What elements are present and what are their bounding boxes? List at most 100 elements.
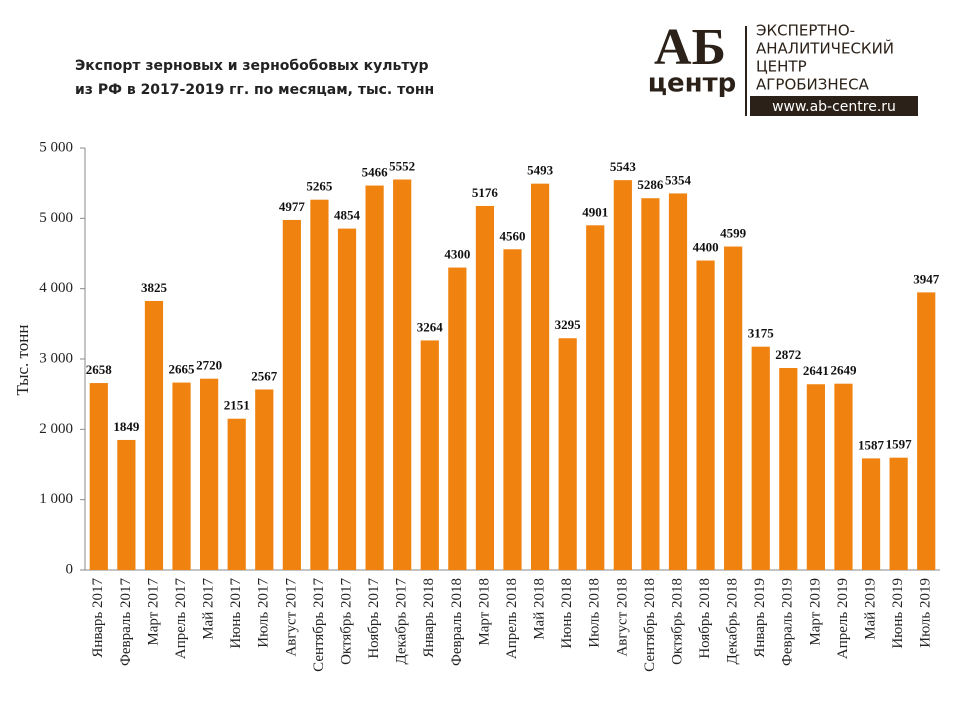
logo-url: www.ab-centre.ru [772, 99, 896, 115]
bar [310, 199, 329, 570]
bar [558, 338, 577, 570]
value-label: 4977 [279, 199, 306, 214]
value-label: 4854 [334, 208, 361, 223]
bar [641, 198, 660, 570]
x-tick-label: Ноябрь 2017 [366, 578, 382, 659]
x-tick-label: Апрель 2017 [173, 578, 189, 660]
y-tick-label: 4 000 [39, 280, 73, 296]
bar [337, 228, 357, 571]
value-label: 5286 [637, 177, 664, 192]
bar [282, 219, 301, 571]
x-tick-label: Апрель 2019 [835, 578, 851, 659]
bar [200, 378, 219, 570]
x-tick-label: Май 2019 [862, 578, 878, 640]
x-tick-label: Март 2018 [476, 578, 492, 646]
bar [89, 383, 108, 570]
x-tick-label: Апрель 2018 [504, 578, 520, 659]
value-label: 4599 [720, 226, 747, 241]
bar [779, 368, 798, 570]
value-label: 1597 [886, 437, 913, 452]
bar [751, 346, 770, 570]
logo-line: АГРОБИЗНЕСА [756, 76, 870, 94]
y-tick-label: 5 000 [39, 210, 73, 226]
chart-title: Экспорт зерновых и зернобобовых культур [75, 58, 429, 74]
chart-title: из РФ в 2017-2019 гг. по месяцам, тыс. т… [75, 82, 434, 98]
bar [503, 249, 522, 570]
y-tick-label: 2 000 [39, 421, 73, 437]
value-label: 2641 [803, 363, 829, 378]
value-label: 5176 [472, 185, 499, 200]
logo: АБ центр ЭКСПЕРТНО- АНАЛИТИЧЕСКИЙ ЦЕНТР … [648, 19, 918, 116]
bar [889, 457, 908, 570]
bar [365, 185, 384, 571]
x-tick-label: Сентябрь 2018 [642, 578, 658, 672]
x-tick-label: Август 2017 [283, 578, 299, 657]
bar [696, 260, 715, 570]
bar [420, 340, 439, 570]
bar [806, 384, 825, 570]
logo-line: ЦЕНТР [756, 58, 807, 76]
x-tick-label: Ноябрь 2018 [697, 578, 713, 659]
value-label: 2720 [196, 358, 222, 373]
logo-line: ЭКСПЕРТНО- [756, 22, 855, 40]
x-tick-label: Июнь 2018 [559, 578, 575, 649]
x-tick-label: Октябрь 2017 [338, 578, 354, 665]
logo-mark: АБ [654, 19, 726, 76]
logo-line: АНАЛИТИЧЕСКИЙ [756, 39, 894, 58]
value-label: 3825 [141, 280, 168, 295]
x-tick-label: Март 2017 [145, 578, 161, 646]
value-label: 2872 [775, 347, 801, 362]
value-label: 5265 [306, 179, 333, 194]
bar [861, 458, 881, 570]
bar [530, 183, 550, 570]
value-label: 5466 [362, 165, 389, 180]
x-tick-label: Октябрь 2018 [669, 578, 685, 665]
x-tick-label: Сентябрь 2017 [311, 578, 327, 672]
x-tick-label: Февраль 2017 [118, 578, 134, 666]
bar [917, 292, 936, 570]
value-label: 2567 [251, 368, 278, 383]
bar [227, 418, 246, 570]
value-label: 2658 [86, 362, 113, 377]
x-tick-label: Июль 2018 [587, 578, 603, 648]
value-label: 4901 [582, 204, 608, 219]
bar [475, 205, 495, 571]
value-label: 4300 [444, 247, 470, 262]
value-label: 5354 [665, 172, 692, 187]
x-tick-label: Январь 2017 [90, 578, 106, 658]
x-tick-label: Май 2017 [201, 578, 217, 640]
y-tick-label: 1 000 [39, 491, 73, 507]
bar [448, 267, 467, 570]
logo-sub: центр [648, 69, 737, 99]
value-label: 3947 [913, 271, 940, 286]
value-label: 2649 [830, 363, 857, 378]
bar [834, 383, 853, 570]
y-tick-label: 0 [66, 561, 74, 577]
x-tick-label: Март 2019 [807, 578, 823, 646]
value-label: 1587 [858, 437, 885, 452]
x-tick-label: Май 2018 [532, 578, 548, 640]
bar [613, 180, 632, 570]
value-label: 1849 [113, 419, 140, 434]
bar [144, 300, 164, 570]
x-tick-label: Декабрь 2017 [394, 578, 410, 665]
x-tick-label: Июль 2017 [256, 578, 272, 648]
y-tick-label: 3 000 [39, 350, 73, 366]
value-label: 5552 [389, 158, 415, 173]
x-tick-label: Июнь 2019 [890, 578, 906, 649]
value-label: 3264 [417, 319, 444, 334]
x-tick-label: Январь 2018 [421, 578, 437, 658]
bar [724, 246, 743, 571]
y-tick-label: 5 000 [39, 139, 73, 155]
value-label: 3295 [555, 317, 582, 332]
x-tick-label: Июнь 2017 [228, 578, 244, 649]
bar [393, 179, 412, 570]
x-tick-label: Декабрь 2018 [725, 578, 741, 665]
bar [172, 382, 191, 570]
bar [255, 389, 274, 570]
value-label: 5493 [527, 163, 554, 178]
bar [586, 225, 605, 570]
value-label: 2665 [169, 362, 196, 377]
x-tick-label: Август 2018 [614, 578, 630, 657]
